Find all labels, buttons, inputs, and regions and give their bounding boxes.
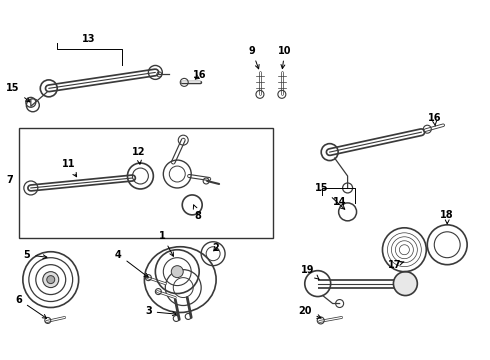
Circle shape <box>43 272 59 288</box>
Text: 16: 16 <box>194 71 207 80</box>
Text: 4: 4 <box>115 250 148 277</box>
Text: 18: 18 <box>441 210 454 224</box>
Text: 5: 5 <box>24 250 47 260</box>
Text: 6: 6 <box>16 294 47 318</box>
Text: 20: 20 <box>298 306 321 318</box>
Circle shape <box>393 272 417 296</box>
Circle shape <box>47 276 55 284</box>
Text: 14: 14 <box>333 197 346 207</box>
Text: 17: 17 <box>388 260 404 270</box>
Text: 2: 2 <box>213 243 220 253</box>
Text: 3: 3 <box>145 306 176 316</box>
Text: 19: 19 <box>301 265 319 279</box>
Text: 15: 15 <box>315 183 345 209</box>
Bar <box>19 128 273 238</box>
Text: 13: 13 <box>82 33 96 44</box>
Text: 1: 1 <box>159 231 173 256</box>
Text: 9: 9 <box>248 45 259 69</box>
Text: 8: 8 <box>194 205 201 221</box>
Text: 15: 15 <box>6 84 30 102</box>
Text: 10: 10 <box>278 45 292 69</box>
Circle shape <box>172 266 183 278</box>
Text: 11: 11 <box>62 159 76 177</box>
Text: 7: 7 <box>6 175 13 185</box>
Text: 16: 16 <box>427 113 441 126</box>
Text: 12: 12 <box>132 147 145 164</box>
